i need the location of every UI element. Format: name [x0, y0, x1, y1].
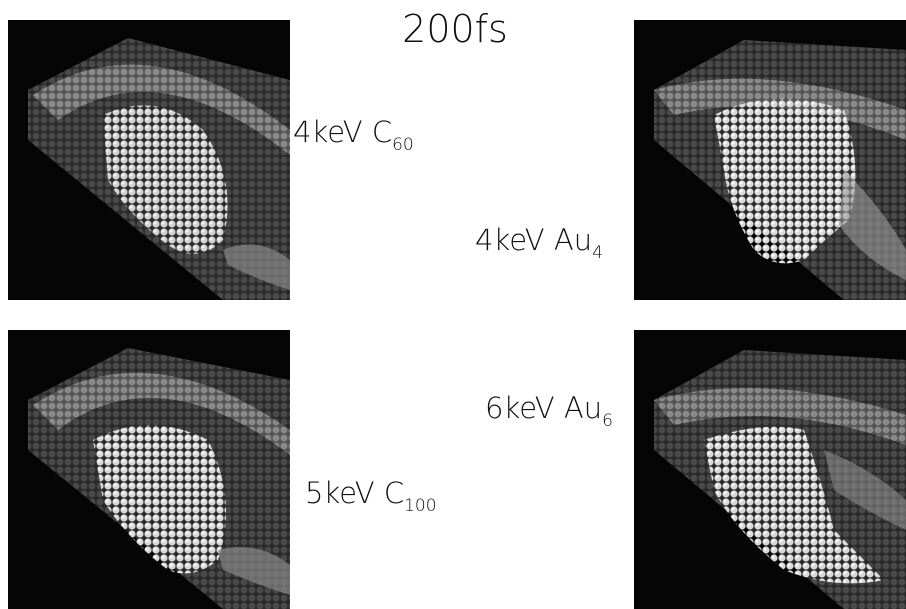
panel-label: 4keV C60	[293, 115, 414, 155]
panel-label: 6keV Au6	[485, 391, 613, 431]
figure-title: 200fs	[402, 7, 508, 51]
label-text: 5keV C	[305, 476, 404, 510]
label-subscript: 60	[392, 135, 414, 155]
panel-label: 4keV Au4	[475, 223, 603, 263]
figure: 200fs 4keV C60 4keV Au4 6keV Au6 5keV C1…	[0, 0, 906, 609]
label-subscript: 100	[404, 496, 436, 516]
page: {"title": "200fs", "panels": [ {"label":…	[0, 0, 906, 609]
sim-image	[634, 330, 906, 609]
label-text: 4keV Au	[475, 223, 592, 257]
label-subscript: 6	[602, 411, 613, 431]
panel-label: 5keV C100	[305, 476, 437, 516]
sim-image	[8, 330, 290, 609]
sim-image	[8, 20, 290, 300]
label-text: 4keV C	[293, 115, 392, 149]
label-subscript: 4	[592, 243, 603, 263]
sim-image	[634, 20, 906, 300]
label-text: 6keV Au	[485, 391, 602, 425]
